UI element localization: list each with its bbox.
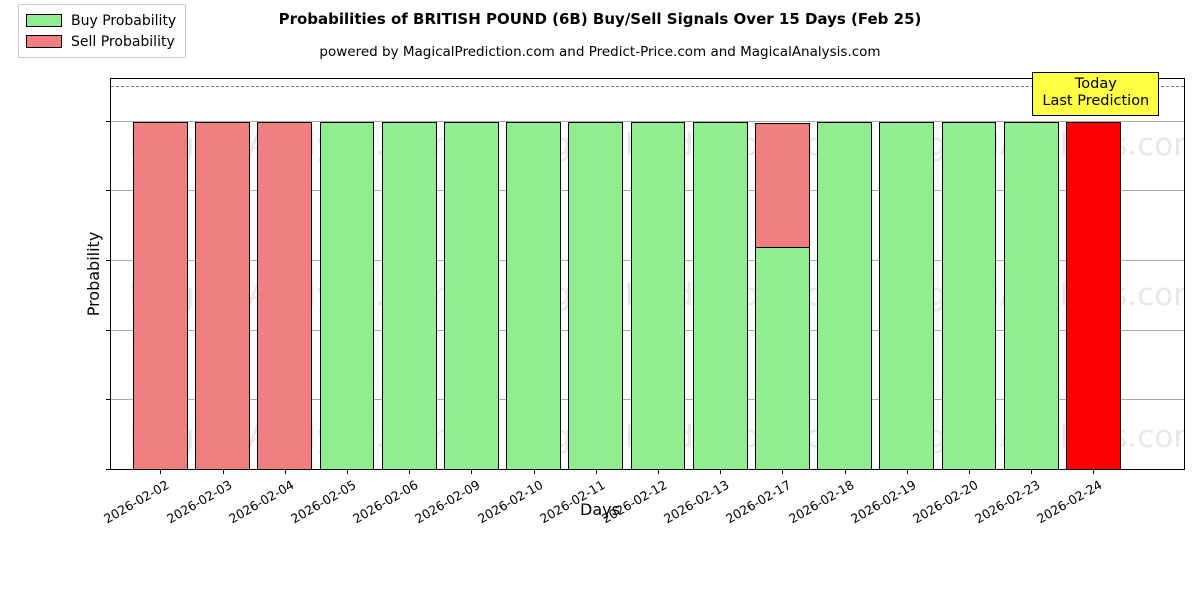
x-tick-mark xyxy=(844,469,846,474)
x-tick-mark xyxy=(1093,469,1095,474)
bar-segment-buy[interactable] xyxy=(1003,122,1059,471)
bar-segment-buy[interactable] xyxy=(630,122,686,471)
bar-column[interactable] xyxy=(568,79,624,471)
x-tick-mark xyxy=(595,469,597,474)
today-annotation: Today Last Prediction xyxy=(1032,72,1160,117)
x-tick-mark xyxy=(471,469,473,474)
chart-legend: Buy Probability Sell Probability xyxy=(18,4,187,58)
bar-column[interactable] xyxy=(755,79,810,471)
y-tick-mark xyxy=(106,399,111,401)
bar-column[interactable] xyxy=(506,79,561,471)
y-tick-mark xyxy=(106,260,111,262)
bar-segment-sell[interactable] xyxy=(257,122,313,471)
bar-column[interactable] xyxy=(817,79,872,471)
x-tick-mark xyxy=(906,469,908,474)
bar-segment-buy[interactable] xyxy=(755,247,810,471)
y-axis-label: Probability xyxy=(83,231,103,317)
chart-title: Probabilities of BRITISH POUND (6B) Buy/… xyxy=(278,10,922,28)
y-tick-mark xyxy=(106,120,111,122)
bar-column[interactable] xyxy=(133,79,188,471)
bar-segment-buy[interactable] xyxy=(381,122,437,471)
legend-label-sell: Sell Probability xyxy=(71,33,175,50)
legend-item-buy[interactable]: Buy Probability xyxy=(26,10,176,31)
bar-column[interactable] xyxy=(1066,79,1121,471)
x-tick-mark xyxy=(969,469,970,474)
bar-segment-buy[interactable] xyxy=(506,122,561,471)
legend-swatch-buy-icon xyxy=(26,14,62,27)
today-annotation-line1: Today xyxy=(1074,76,1117,92)
bar-column[interactable] xyxy=(941,79,997,471)
bar-series-layer xyxy=(111,79,1184,471)
bar-column[interactable] xyxy=(319,79,375,471)
bar-column[interactable] xyxy=(879,79,935,471)
bar-segment-today[interactable] xyxy=(1066,122,1121,471)
bar-column[interactable] xyxy=(257,79,313,471)
bar-column[interactable] xyxy=(381,79,437,471)
legend-label-buy: Buy Probability xyxy=(71,12,177,29)
x-tick-mark xyxy=(657,469,659,474)
bar-segment-buy[interactable] xyxy=(879,122,935,471)
x-tick-mark xyxy=(222,469,224,474)
bar-segment-sell[interactable] xyxy=(195,122,250,471)
x-tick-mark xyxy=(346,469,348,474)
bar-segment-sell[interactable] xyxy=(133,122,188,471)
legend-item-sell[interactable]: Sell Probability xyxy=(26,31,176,52)
plot-area: MagicalAnalysis.comMagicalPrediction.com… xyxy=(84,78,1185,526)
x-tick-mark xyxy=(720,469,722,474)
bar-segment-buy[interactable] xyxy=(941,122,997,471)
chart-subtitle: powered by MagicalPrediction.com and Pre… xyxy=(319,44,881,60)
legend-swatch-sell-icon xyxy=(26,35,62,48)
bar-segment-buy[interactable] xyxy=(568,122,624,471)
bar-segment-buy[interactable] xyxy=(444,122,499,471)
bar-segment-buy[interactable] xyxy=(319,122,375,471)
y-tick-mark xyxy=(106,190,111,192)
today-annotation-line2: Last Prediction xyxy=(1042,93,1150,110)
x-tick-mark xyxy=(533,469,535,474)
x-tick-mark xyxy=(409,469,411,474)
x-axis-label: Days xyxy=(580,500,620,519)
bar-column[interactable] xyxy=(195,79,250,471)
bar-segment-buy[interactable] xyxy=(817,122,872,471)
bar-segment-buy[interactable] xyxy=(692,122,748,471)
x-tick-mark xyxy=(1031,469,1033,474)
x-tick-mark xyxy=(284,469,286,474)
bar-column[interactable] xyxy=(1003,79,1059,471)
x-tick-mark xyxy=(160,469,162,474)
y-tick-mark xyxy=(106,469,111,470)
y-tick-mark xyxy=(106,329,111,331)
x-tick-mark xyxy=(782,469,784,474)
bar-column[interactable] xyxy=(630,79,686,471)
bar-segment-sell[interactable] xyxy=(755,123,810,249)
bar-column[interactable] xyxy=(692,79,748,471)
bar-column[interactable] xyxy=(444,79,499,471)
